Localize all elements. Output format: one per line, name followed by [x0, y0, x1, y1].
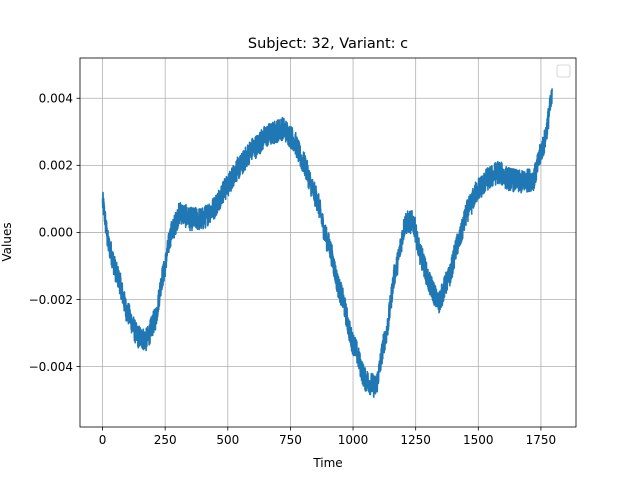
y-axis-title: Values: [0, 222, 14, 261]
chart-title: Subject: 32, Variant: c: [248, 36, 408, 52]
x-tick-label: 1750: [526, 433, 557, 447]
y-tick-label: −0.002: [29, 293, 73, 307]
x-tick-label: 1000: [338, 433, 369, 447]
plot-area: [101, 88, 553, 398]
x-tick-label: 0: [99, 433, 107, 447]
x-axis-title: Time: [312, 456, 342, 470]
y-tick-label: −0.004: [29, 360, 73, 374]
legend-box: [556, 64, 571, 78]
axes-frame: [79, 57, 577, 428]
y-axis-ticks: −0.004 −0.002 0.000 0.002 0.004: [29, 92, 80, 374]
y-tick-label: 0.000: [39, 226, 73, 240]
x-tick-label: 1500: [463, 433, 494, 447]
series-line: [101, 88, 553, 398]
x-tick-label: 250: [154, 433, 177, 447]
y-tick-label: 0.004: [39, 92, 73, 106]
x-tick-label: 500: [216, 433, 239, 447]
x-axis-ticks: 0 250 500 750 1000 1250 1500 1750: [99, 427, 556, 447]
y-tick-label: 0.002: [39, 159, 73, 173]
x-tick-label: 1250: [400, 433, 431, 447]
x-tick-label: 750: [279, 433, 302, 447]
